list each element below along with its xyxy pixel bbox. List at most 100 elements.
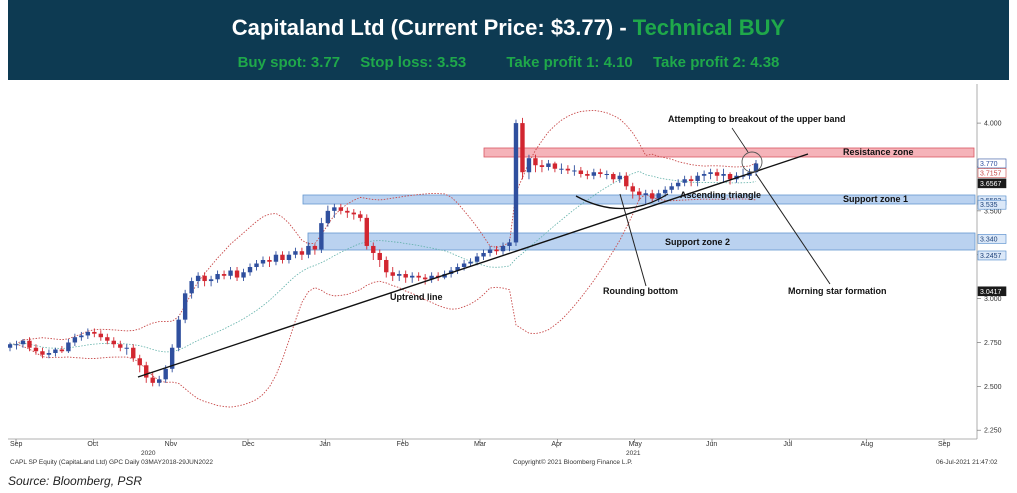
candle-body <box>533 158 538 166</box>
candle-body <box>286 254 292 260</box>
candle-body <box>643 193 648 196</box>
candle-body <box>14 344 19 346</box>
candle-body <box>306 245 311 255</box>
candle-body <box>591 172 597 176</box>
price-tag-box <box>977 234 1007 244</box>
candle-body <box>312 245 318 250</box>
y-tick-label: 2.500 <box>984 384 1002 391</box>
candle-body <box>708 172 713 174</box>
x-tick-label: Dec <box>242 441 255 448</box>
candle-body <box>53 349 58 354</box>
candle-body <box>416 275 421 278</box>
candle-body <box>319 223 324 250</box>
candle-body <box>624 175 629 187</box>
buy-spot: Buy spot: 3.77 <box>237 54 341 71</box>
x-tick-label: Jan <box>319 441 330 448</box>
candle-body <box>675 182 681 187</box>
candle-body <box>163 368 168 380</box>
candle-body <box>656 193 661 199</box>
x-tick-label: Apr <box>551 441 563 448</box>
label-support-zone-2: Support zone 2 <box>665 237 730 247</box>
candle-body <box>169 347 175 369</box>
rounding-bottom-arc <box>575 193 669 210</box>
x-tick-label: Feb <box>397 441 409 448</box>
price-tag-box <box>977 199 1007 210</box>
bollinger-lower-band <box>10 193 757 408</box>
price-tag-box <box>977 286 1007 297</box>
price-tag-box <box>977 158 1007 169</box>
candle-body <box>351 212 357 215</box>
candle-body <box>176 319 181 348</box>
candle-body <box>598 172 603 174</box>
x-tick-label: Jun <box>706 441 717 448</box>
candle-body <box>753 163 759 173</box>
candle-body <box>157 379 162 383</box>
x-tick-label: Jul <box>783 441 792 448</box>
candle-body <box>409 275 415 278</box>
candle-body <box>215 274 220 280</box>
price-tag-label: 3.0417 <box>980 289 1002 296</box>
price-tag-box <box>977 178 1007 189</box>
candle-body <box>364 217 369 246</box>
candle-body <box>189 281 194 294</box>
price-tag-box <box>977 250 1007 261</box>
candle-body <box>546 163 551 167</box>
year-label-2021: 2021 <box>626 450 641 457</box>
morning-star-circle <box>741 151 763 173</box>
morning-star-pointer <box>755 173 831 285</box>
candle-body <box>260 259 266 264</box>
candle-body <box>111 340 116 345</box>
x-tick-label: Oct <box>87 441 98 448</box>
candle-body <box>468 261 473 264</box>
price-tag-label: 3.2457 <box>980 253 1002 260</box>
candle-body <box>267 259 272 262</box>
footer-center: Copyright© 2021 Bloomberg Finance L.P. <box>513 458 633 466</box>
candle-body <box>137 358 142 366</box>
candle-body <box>552 163 558 169</box>
candle-body <box>182 293 188 320</box>
y-tick-label: 3.500 <box>984 208 1002 215</box>
y-tick-label: 3.000 <box>984 296 1002 303</box>
candle-body <box>20 340 26 345</box>
candle-body <box>8 344 13 348</box>
candle-body <box>442 274 447 278</box>
candle-body <box>721 173 726 176</box>
label-support-zone-1: Support zone 1 <box>843 194 908 204</box>
candle-body <box>33 347 39 352</box>
candle-body <box>494 249 499 252</box>
candle-body <box>565 168 571 171</box>
take-profit-1: Take profit 1: 4.10 <box>506 54 633 71</box>
price-tag-label: 3.6567 <box>980 181 1002 188</box>
candle-body <box>59 349 65 352</box>
candle-body <box>397 274 402 276</box>
support-zone-2-band <box>307 232 976 251</box>
candle-body <box>98 333 104 338</box>
candle-body <box>662 189 668 194</box>
annotation-ascending-triangle: Ascending triangle <box>680 190 761 200</box>
candle-body <box>650 193 655 199</box>
candle-body <box>669 186 674 190</box>
trade-levels: Buy spot: 3.77 Stop loss: 3.53 Take prof… <box>8 54 1009 71</box>
candle-body <box>27 340 32 348</box>
candle-body <box>701 173 707 176</box>
candle-body <box>221 274 227 276</box>
footer-left: CAPL SP Equity (CapitaLand Ltd) GPC Dail… <box>10 459 213 466</box>
footer-right: 06-Jul-2021 21:47:02 <box>936 459 998 466</box>
candle-body <box>513 123 519 243</box>
candle-body <box>455 267 460 271</box>
candle-body <box>637 191 642 196</box>
rounding-bottom-pointer <box>619 193 647 287</box>
candle-body <box>85 331 91 336</box>
candle-body <box>208 279 214 282</box>
candle-body <box>526 158 532 173</box>
price-tag-label: 3.7157 <box>980 170 1002 177</box>
candle-body <box>247 267 253 273</box>
candle-body <box>611 173 616 180</box>
resistance-zone-band <box>483 147 975 158</box>
stop-loss: Stop loss: 3.53 <box>360 54 467 71</box>
candle-body <box>40 351 45 355</box>
candle-body <box>241 272 246 278</box>
price-tag-label: 3.535 <box>980 202 998 209</box>
candle-body <box>195 275 201 282</box>
y-tick-label: 4.000 <box>984 121 1002 128</box>
